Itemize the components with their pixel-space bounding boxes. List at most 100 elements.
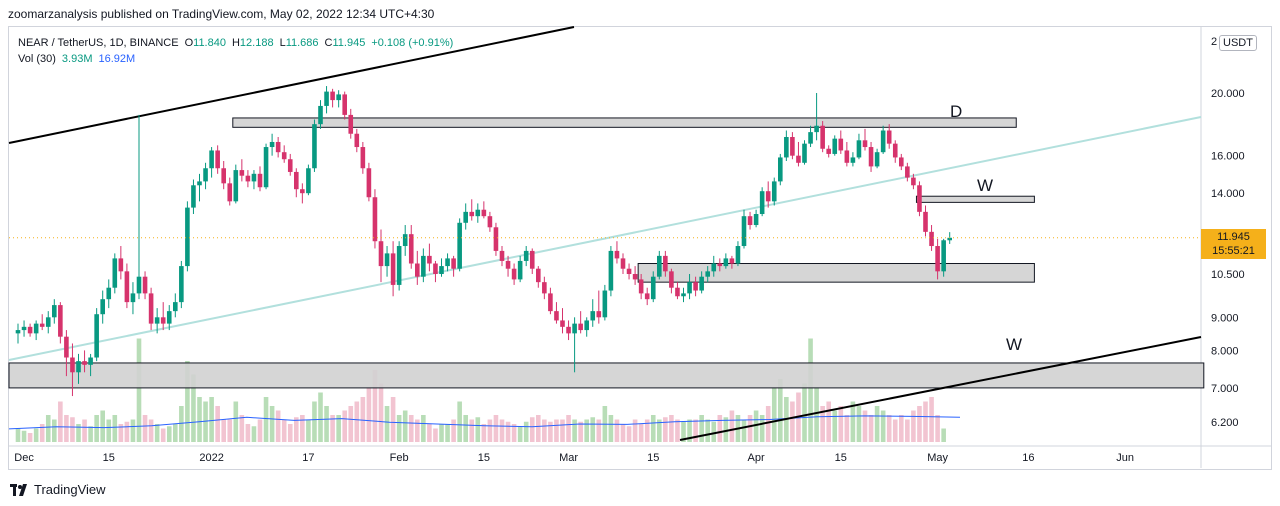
candle-body [64, 336, 69, 358]
candle-body [705, 271, 710, 277]
volume-bar [427, 424, 432, 442]
volume-label[interactable]: Vol (30) [18, 53, 56, 65]
candle-body [481, 209, 487, 217]
volume-bar [360, 397, 366, 442]
volume-bar [166, 426, 172, 442]
volume-bar [179, 406, 184, 442]
volume-bar [669, 415, 674, 442]
candle-body [590, 311, 596, 321]
volume-bar [433, 428, 438, 442]
volume-bar [402, 410, 408, 442]
candle-body [947, 237, 952, 241]
volume-bar [173, 424, 178, 442]
candle-body [765, 191, 771, 202]
candle-body [663, 255, 668, 272]
candle-body [306, 168, 311, 194]
volume-bar [747, 415, 753, 442]
bar-countdown: 15:55:21 [1212, 245, 1255, 257]
footer-brand[interactable]: TradingView [10, 482, 106, 497]
volume-bar [378, 383, 384, 442]
volume-value: 3.93M [61, 53, 93, 65]
candle-body [88, 357, 93, 365]
candle-body [179, 266, 184, 303]
volume-bar [638, 424, 644, 442]
volume-bar [632, 419, 638, 442]
volume-bar [197, 397, 202, 442]
volume-bar [106, 419, 112, 442]
candle-body [771, 181, 777, 202]
candle-body [626, 268, 632, 275]
candle-body [160, 317, 166, 324]
volume-bar [941, 428, 946, 442]
volume-bar [886, 415, 892, 442]
candle-body [318, 105, 323, 125]
candle-body [82, 361, 87, 365]
volume-bar [300, 415, 305, 442]
candle-body [644, 293, 650, 300]
volume-bar [227, 419, 233, 442]
volume-bar [209, 397, 214, 442]
footer-brand-label: TradingView [34, 482, 106, 497]
volume-bar [650, 415, 656, 442]
volume-bar [560, 419, 565, 442]
volume-bar [348, 406, 354, 442]
volume-bar [15, 428, 21, 442]
volume-bar [354, 401, 360, 442]
volume-bar [880, 410, 886, 442]
annotation-label: D [950, 102, 962, 121]
candle-body [693, 282, 698, 291]
candle-body [899, 157, 904, 167]
high-value: H12.188 [231, 37, 274, 49]
volume-bar [76, 424, 81, 442]
time-tick-label: 15 [103, 452, 115, 464]
volume-bar [590, 417, 596, 442]
ohlc-row: NEAR / TetherUS, 1D, BINANCE O11.840 H12… [18, 35, 453, 51]
volume-bar [408, 415, 414, 442]
time-tick-label: Mar [559, 452, 578, 464]
symbol-label[interactable]: NEAR / TetherUS, 1D, BINANCE [18, 37, 179, 49]
candle-body [427, 255, 432, 264]
volume-bar [578, 421, 583, 442]
volume-ma-line [8, 415, 961, 430]
volume-bar [663, 417, 668, 442]
candle-body [826, 148, 831, 154]
candle-body [33, 323, 39, 334]
zone-rect [8, 362, 1205, 389]
candle-body [602, 290, 608, 318]
volume-bar [324, 406, 329, 442]
candle-body [421, 255, 426, 277]
candle-body [463, 211, 468, 223]
volume-bar [911, 410, 916, 442]
candle-body [227, 183, 233, 202]
candle-body [154, 317, 160, 324]
volume-bar [64, 415, 69, 442]
volume-bar [826, 401, 831, 442]
candle-body [675, 287, 680, 297]
candle-body [300, 189, 305, 194]
volume-bar [52, 419, 57, 442]
volume-bar [935, 415, 940, 442]
candle-body [487, 216, 493, 228]
candle-body [905, 166, 910, 178]
candle-body [130, 293, 136, 303]
candle-body [687, 282, 692, 294]
candle-body [451, 258, 456, 269]
candle-body [366, 168, 372, 198]
candle-body [868, 147, 874, 167]
volume-bar [802, 383, 807, 442]
volume-bar [245, 424, 251, 442]
candle-body [245, 175, 251, 182]
volume-bar [372, 370, 378, 442]
volume-bar [644, 419, 650, 442]
candle-body [511, 268, 517, 280]
volume-bar [390, 397, 396, 442]
candle-body [263, 147, 269, 188]
candle-body [650, 276, 656, 300]
volume-bar [124, 421, 130, 442]
currency-unit-badge[interactable]: USDT [1219, 35, 1257, 51]
candle-body [112, 258, 118, 288]
volume-bar [142, 415, 148, 442]
volume-bar [808, 338, 813, 442]
candle-body [384, 253, 390, 267]
